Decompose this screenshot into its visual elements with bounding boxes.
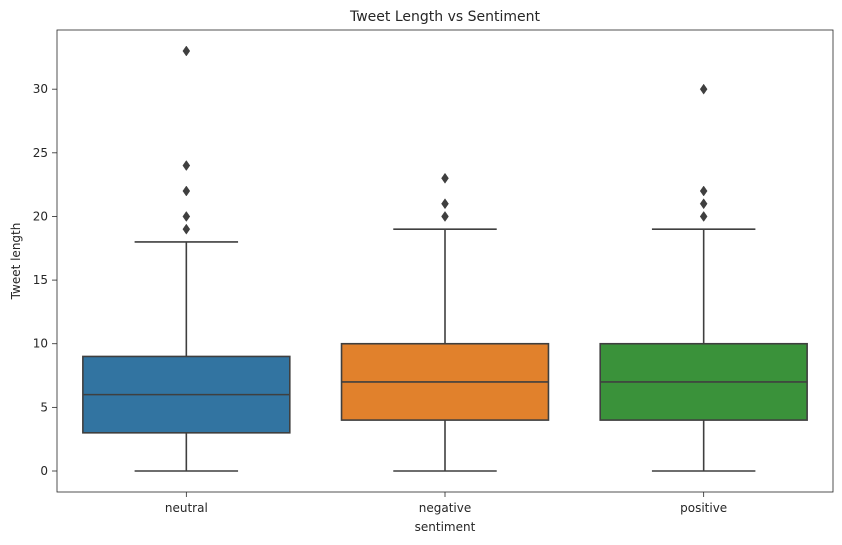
y-axis-label: Tweet length [9,223,23,301]
box-neutral [82,45,291,472]
outlier-point [441,198,449,210]
y-tick-label: 10 [33,337,48,351]
outlier-point [441,211,449,222]
x-tick-label-positive: positive [680,501,727,515]
y-tick-label: 20 [33,209,48,223]
outlier-point [182,223,191,235]
box-positive [599,83,808,472]
y-tick-label: 25 [33,146,48,160]
y-tick-label: 5 [40,400,48,414]
outlier-point [441,172,449,184]
plot-frame [56,29,834,493]
x-axis: neutral negative positive [165,492,727,515]
outlier-point [699,211,708,222]
y-tick-label: 0 [40,464,48,478]
x-axis-label: sentiment [415,520,476,534]
plot-marks [82,45,808,472]
outlier-point [182,45,191,57]
outlier-point [699,185,708,197]
box-negative [340,172,550,472]
x-tick-label-negative: negative [419,501,471,515]
y-tick-label: 15 [33,273,48,287]
outlier-point [182,185,191,197]
outlier-point [182,211,191,222]
y-tick-label: 30 [33,82,48,96]
outlier-point [699,83,708,95]
outlier-point [699,198,708,210]
x-tick-label-neutral: neutral [165,501,208,515]
chart-title: Tweet Length vs Sentiment [349,9,540,25]
y-axis: 0 5 10 15 20 25 30 [33,82,57,478]
outlier-point [182,160,191,171]
